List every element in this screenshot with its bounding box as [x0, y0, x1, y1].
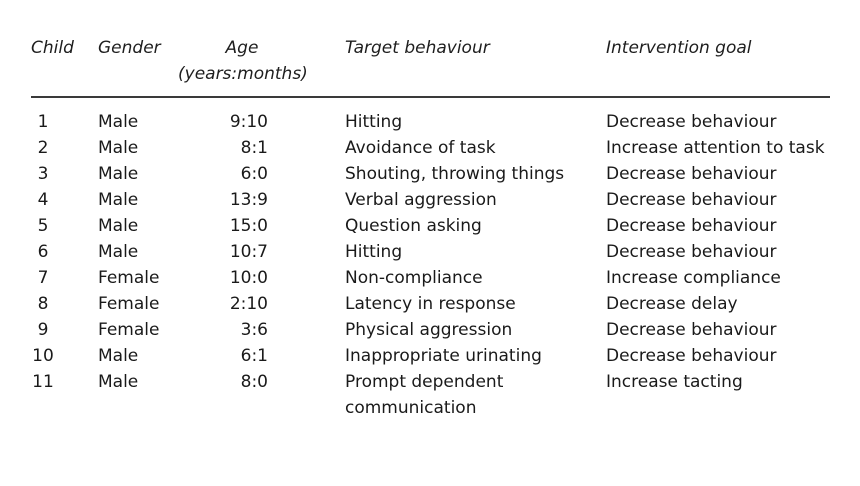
cell-child: 2: [37, 138, 49, 158]
table-row: 2 Male 8:1 Avoidance of task Increase at…: [0, 135, 860, 161]
table-row: 1 Male 9:10 Hitting Decrease behaviour: [0, 109, 860, 135]
cell-age: 13:9: [229, 190, 268, 210]
cell-intervention-goal: Decrease behaviour: [606, 216, 777, 236]
cell-target-behaviour: Hitting: [345, 112, 403, 132]
cell-target-behaviour: Prompt dependent: [345, 372, 504, 392]
cell-age: 6:0: [240, 164, 268, 184]
cell-intervention-goal: Decrease behaviour: [606, 112, 777, 132]
cell-age: 15:0: [229, 216, 268, 236]
table-row: 6 Male 10:7 Hitting Decrease behaviour: [0, 239, 860, 265]
cell-target-behaviour: Question asking: [345, 216, 482, 236]
table-row: 7 Female 10:0 Non-compliance Increase co…: [0, 265, 860, 291]
cell-child: 6: [37, 242, 49, 262]
cell-intervention-goal: Increase attention to task: [606, 138, 825, 158]
cell-intervention-goal: Decrease behaviour: [606, 164, 777, 184]
cell-age: 3:6: [240, 320, 268, 340]
table-row: 8 Female 2:10 Latency in response Decrea…: [0, 291, 860, 317]
cell-child: 4: [37, 190, 49, 210]
cell-target-behaviour: Non-compliance: [345, 268, 483, 288]
cell-age: 6:1: [240, 346, 268, 366]
cell-gender: Male: [98, 190, 139, 210]
cell-gender: Male: [98, 138, 139, 158]
table-row: 11 Male 8:0 Prompt dependent communicati…: [0, 369, 860, 421]
header-rule: [31, 96, 830, 98]
cell-intervention-goal: Decrease behaviour: [606, 346, 777, 366]
cell-child: 1: [37, 112, 49, 132]
cell-age: 2:10: [229, 294, 268, 314]
cell-gender: Male: [98, 346, 139, 366]
cell-child: 9: [37, 320, 49, 340]
cell-child: 8: [37, 294, 49, 314]
cell-gender: Male: [98, 242, 139, 262]
table-row: 9 Female 3:6 Physical aggression Decreas…: [0, 317, 860, 343]
cell-intervention-goal: Increase compliance: [606, 268, 781, 288]
cell-age: 8:1: [240, 138, 268, 158]
header-target-behaviour: Target behaviour: [345, 38, 490, 58]
cell-target-behaviour: Verbal aggression: [345, 190, 497, 210]
cell-intervention-goal: Decrease delay: [606, 294, 738, 314]
cell-gender: Male: [98, 164, 139, 184]
table-row: 10 Male 6:1 Inappropriate urinating Decr…: [0, 343, 860, 369]
cell-gender: Female: [98, 320, 160, 340]
cell-child: 11: [32, 372, 54, 392]
cell-age: 10:7: [229, 242, 268, 262]
cell-gender: Female: [98, 294, 160, 314]
cell-child: 3: [37, 164, 49, 184]
cell-intervention-goal: Increase tacting: [606, 372, 743, 392]
cell-child: 7: [37, 268, 49, 288]
cell-intervention-goal: Decrease behaviour: [606, 242, 777, 262]
cell-gender: Male: [98, 372, 139, 392]
cell-target-behaviour: Hitting: [345, 242, 403, 262]
cell-gender: Male: [98, 216, 139, 236]
cell-gender: Female: [98, 268, 160, 288]
cell-gender: Male: [98, 112, 139, 132]
cell-child: 5: [37, 216, 49, 236]
cell-age: 9:10: [229, 112, 268, 132]
header-age: Age: [225, 38, 259, 58]
cell-intervention-goal: Decrease behaviour: [606, 320, 777, 340]
table-row: 3 Male 6:0 Shouting, throwing things Dec…: [0, 161, 860, 187]
header-age-units: (years:months): [178, 64, 308, 84]
header-intervention-goal: Intervention goal: [606, 38, 752, 58]
cell-age: 10:0: [229, 268, 268, 288]
cell-target-behaviour-continued: communication: [345, 398, 477, 418]
cell-age: 8:0: [240, 372, 268, 392]
cell-target-behaviour: Physical aggression: [345, 320, 513, 340]
cell-intervention-goal: Decrease behaviour: [606, 190, 777, 210]
cell-target-behaviour: Latency in response: [345, 294, 516, 314]
header-child: Child: [31, 38, 74, 58]
header-gender: Gender: [98, 38, 161, 58]
table-row: 4 Male 13:9 Verbal aggression Decrease b…: [0, 187, 860, 213]
table-row: 5 Male 15:0 Question asking Decrease beh…: [0, 213, 860, 239]
cell-target-behaviour: Shouting, throwing things: [345, 164, 565, 184]
cell-child: 10: [32, 346, 54, 366]
cell-target-behaviour: Avoidance of task: [345, 138, 496, 158]
cell-target-behaviour: Inappropriate urinating: [345, 346, 542, 366]
